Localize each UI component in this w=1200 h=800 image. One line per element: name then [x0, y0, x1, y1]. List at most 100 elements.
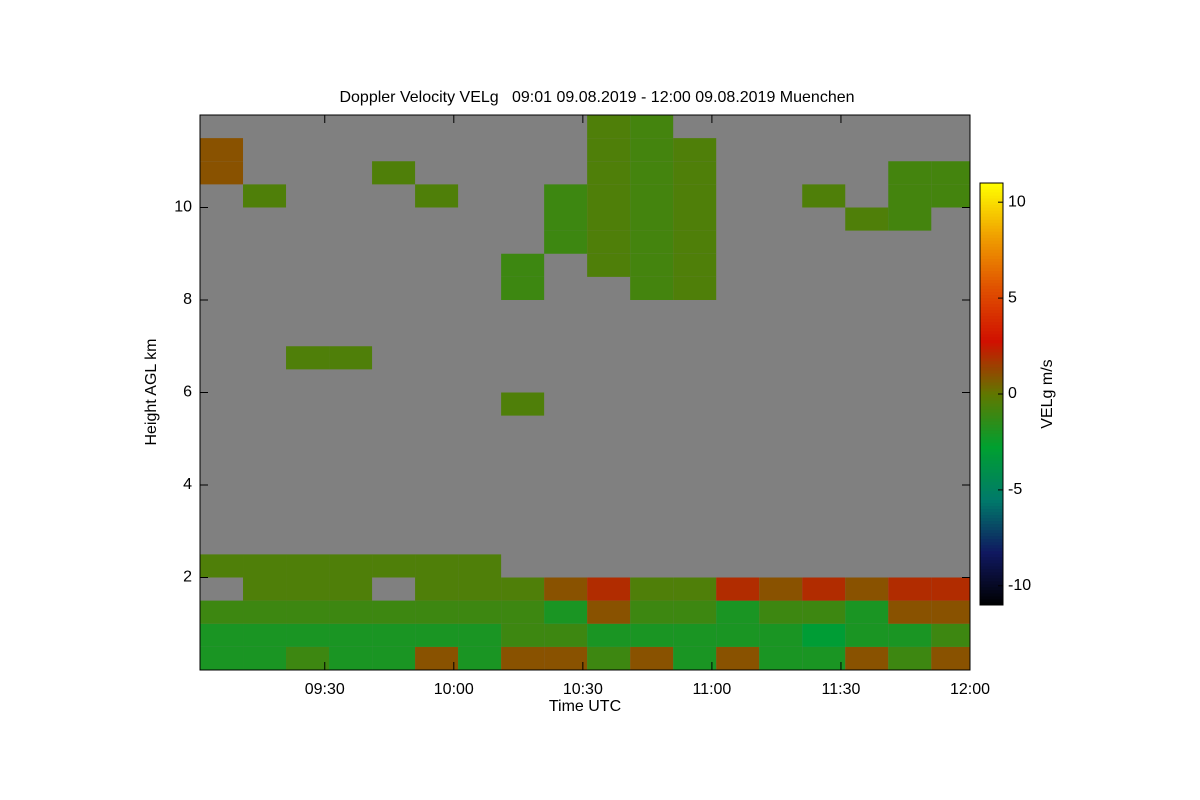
colorbar-swatch [980, 475, 1003, 479]
colorbar-swatch [980, 279, 1003, 283]
colorbar-swatch [980, 556, 1003, 561]
heatmap-cell [458, 600, 502, 624]
colorbar-swatch [980, 553, 1003, 558]
colorbar-swatch [980, 526, 1003, 531]
heatmap-cell [329, 554, 373, 578]
heatmap-cell [587, 115, 631, 139]
heatmap-cell [673, 253, 717, 277]
colorbar-swatch [980, 532, 1003, 537]
heatmap-cell [544, 577, 588, 601]
colorbar-swatch [980, 348, 1003, 353]
colorbar-swatch [980, 204, 1003, 208]
colorbar-swatch [980, 421, 1003, 425]
colorbar-swatch [980, 436, 1003, 440]
colorbar-swatch [980, 433, 1003, 437]
y-tick-label: 2 [183, 569, 192, 586]
chart-title: Doppler Velocity VELg 09:01 09.08.2019 -… [339, 89, 854, 106]
colorbar-swatch [980, 439, 1003, 443]
colorbar-swatch [980, 231, 1003, 235]
x-tick-label: 11:30 [822, 681, 861, 698]
y-tick-label: 4 [183, 476, 192, 493]
colorbar-swatch [980, 595, 1003, 600]
colorbar-swatch [980, 496, 1003, 500]
colorbar-swatch [980, 372, 1003, 377]
heatmap-cell [458, 577, 502, 601]
colorbar-swatch [980, 237, 1003, 241]
colorbar-swatch [980, 502, 1003, 507]
colorbar-swatch [980, 514, 1003, 519]
heatmap-cell [501, 646, 545, 670]
heatmap-cell [759, 577, 803, 601]
heatmap-cell [415, 184, 459, 208]
colorbar-swatch [980, 565, 1003, 570]
colorbar-swatch [980, 571, 1003, 576]
colorbar-swatch [980, 415, 1003, 419]
colorbar-swatch [980, 559, 1003, 564]
heatmap-cell [587, 577, 631, 601]
colorbar-swatch [980, 460, 1003, 464]
heatmap-cell [845, 623, 889, 647]
colorbar-tick-label: 0 [1008, 385, 1017, 402]
heatmap-cell [630, 577, 674, 601]
colorbar-swatch [980, 351, 1003, 356]
heatmap-cell [372, 623, 416, 647]
heatmap-cell [415, 600, 459, 624]
colorbar-swatch [980, 267, 1003, 271]
colorbar-swatch [980, 258, 1003, 262]
colorbar-swatch [980, 592, 1003, 597]
heatmap-cell [759, 600, 803, 624]
colorbar-swatch [980, 309, 1003, 314]
colorbar-swatch [980, 306, 1003, 311]
heatmap-cell [888, 623, 932, 647]
heatmap-cell [372, 600, 416, 624]
colorbar-swatch [980, 484, 1003, 488]
colorbar-swatch [980, 282, 1003, 286]
heatmap-cell [673, 207, 717, 231]
heatmap-cell [329, 577, 373, 601]
y-tick-label: 10 [174, 199, 192, 216]
colorbar-swatch [980, 577, 1003, 582]
heatmap-cell [716, 577, 760, 601]
heatmap-cell [286, 623, 330, 647]
colorbar-swatch [980, 469, 1003, 473]
heatmap-cell [587, 253, 631, 277]
colorbar-swatch [980, 315, 1003, 320]
colorbar-swatch [980, 297, 1003, 302]
x-axis-label: Time UTC [549, 698, 621, 715]
heatmap-cell [200, 161, 244, 185]
heatmap-cell [544, 600, 588, 624]
heatmap-cell [673, 184, 717, 208]
heatmap-cell [931, 646, 970, 670]
heatmap-cell [888, 600, 932, 624]
colorbar-swatch [980, 598, 1003, 603]
colorbar-swatch [980, 562, 1003, 567]
colorbar-swatch [980, 493, 1003, 497]
colorbar-swatch [980, 285, 1003, 289]
heatmap-cell [286, 600, 330, 624]
heatmap-cell [415, 554, 459, 578]
heatmap-cell [630, 161, 674, 185]
heatmap-cell [372, 554, 416, 578]
colorbar-swatch [980, 520, 1003, 525]
colorbar-swatch [980, 375, 1003, 380]
heatmap-cell [630, 623, 674, 647]
heatmap-cell [200, 554, 244, 578]
heatmap-cell [458, 554, 502, 578]
heatmap-cell [243, 184, 287, 208]
heatmap-cell [931, 600, 970, 624]
heatmap-cell [501, 600, 545, 624]
heatmap-cell [673, 646, 717, 670]
heatmap-cell [630, 253, 674, 277]
colorbar-swatch [980, 538, 1003, 543]
colorbar-swatch [980, 400, 1003, 404]
y-tick-label: 8 [183, 291, 192, 308]
heatmap-cell [501, 623, 545, 647]
colorbar-tick-label: -10 [1008, 577, 1031, 594]
heatmap-cell [673, 600, 717, 624]
colorbar-swatch [980, 246, 1003, 250]
colorbar-tick-label: 5 [1008, 289, 1017, 306]
heatmap-cell [802, 184, 846, 208]
heatmap-cell [286, 646, 330, 670]
